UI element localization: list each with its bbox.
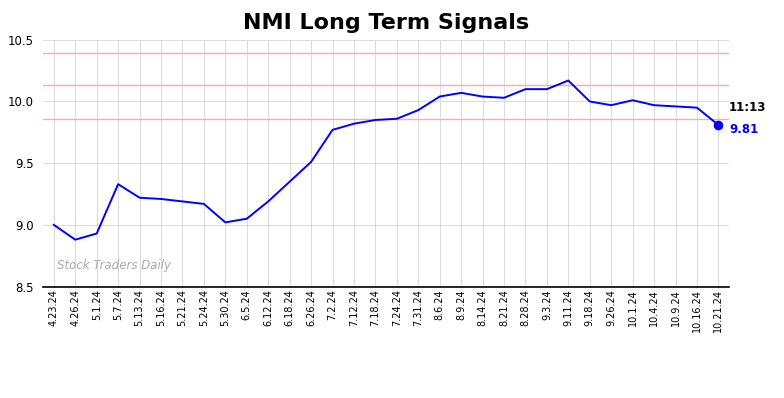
Point <box>712 122 724 128</box>
Title: NMI Long Term Signals: NMI Long Term Signals <box>243 13 529 33</box>
Text: 11:13: 11:13 <box>729 101 767 114</box>
Text: 9.81: 9.81 <box>729 123 758 137</box>
Text: Stock Traders Daily: Stock Traders Daily <box>56 259 171 272</box>
